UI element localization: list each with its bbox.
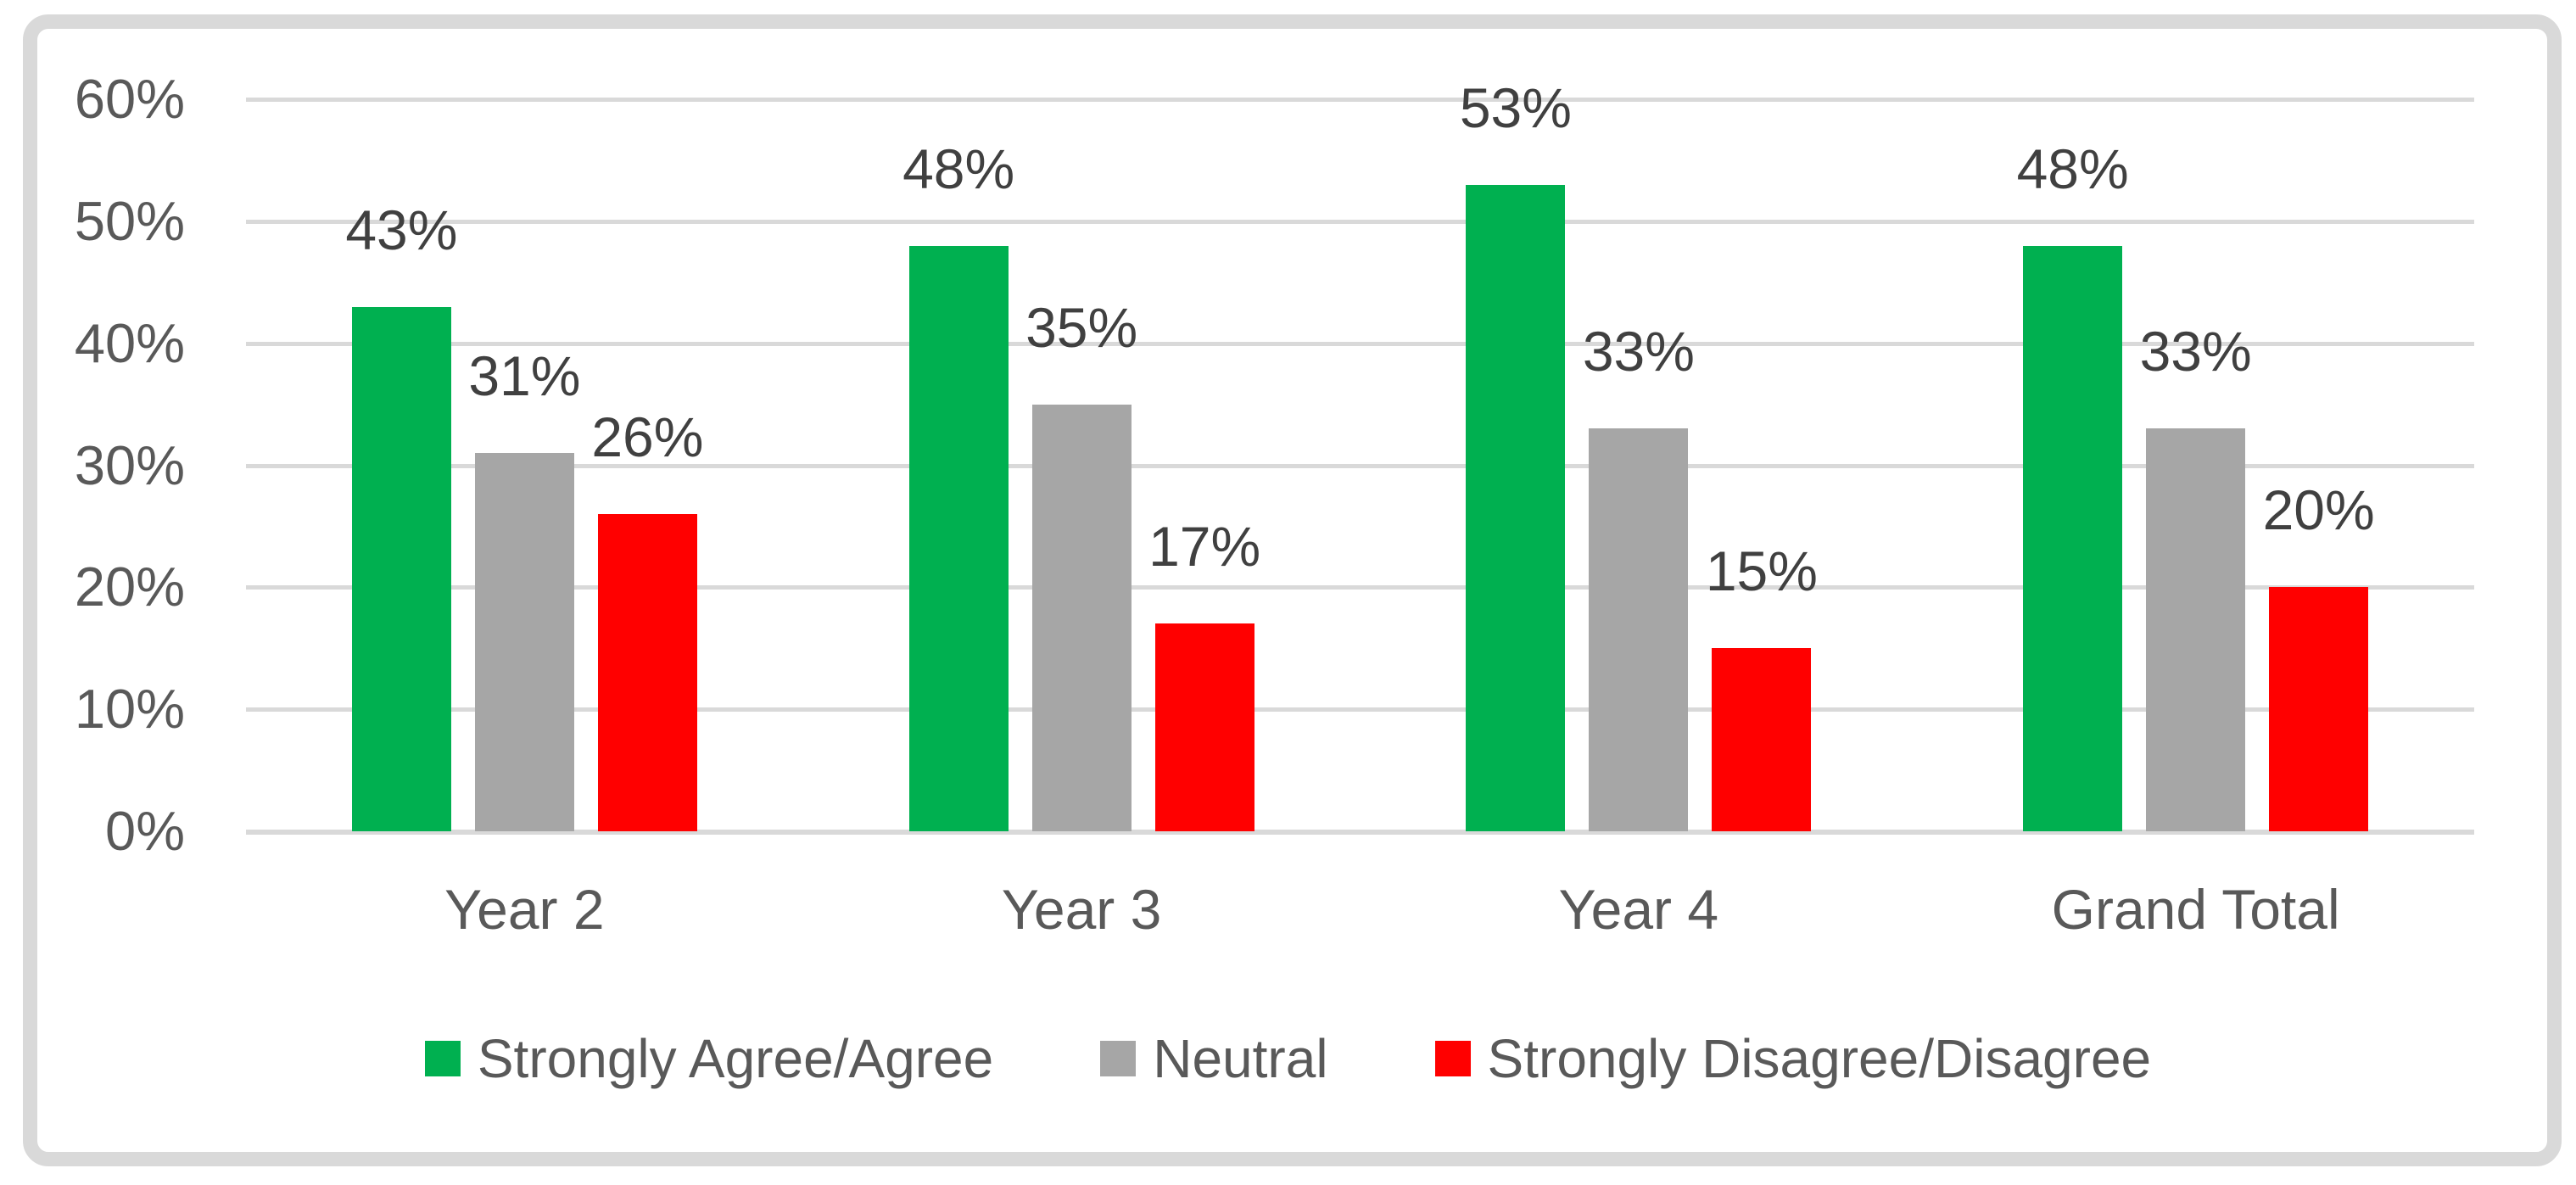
legend-label: Neutral <box>1153 1028 1328 1089</box>
bar-year-3-strongly-disagree-disagree <box>1154 623 1254 831</box>
gridline <box>246 341 2474 346</box>
data-label-year-4-strongly-disagree-disagree: 15% <box>1705 539 1818 603</box>
x-axis-category-label: Grand Total <box>2051 878 2340 941</box>
data-label-year-3-strongly-agree-agree: 48% <box>902 137 1015 200</box>
legend-label: Strongly Agree/Agree <box>477 1028 994 1089</box>
legend-label: Strongly Disagree/Disagree <box>1487 1028 2152 1089</box>
data-label-grand-total-strongly-agree-agree: 48% <box>2016 137 2129 200</box>
bar-year-3-neutral <box>1031 404 1132 831</box>
y-axis-tick-label: 60% <box>74 68 185 130</box>
bar-year-4-neutral <box>1589 428 1689 831</box>
chart-border <box>23 14 2562 1166</box>
gridline <box>246 585 2474 590</box>
data-label-year-4-neutral: 33% <box>1582 320 1695 383</box>
data-label-year-4-strongly-agree-agree: 53% <box>1459 75 1572 139</box>
legend-swatch-strongly-agree-agree <box>424 1041 461 1076</box>
legend-swatch-strongly-disagree-disagree <box>1434 1041 1471 1076</box>
data-label-year-2-strongly-disagree-disagree: 26% <box>591 405 704 469</box>
bar-year-4-strongly-disagree-disagree <box>1712 648 1812 831</box>
data-label-grand-total-neutral: 33% <box>2139 320 2252 383</box>
y-axis-tick-label: 10% <box>74 678 185 741</box>
y-axis-tick-label: 20% <box>74 556 185 618</box>
legend: Strongly Agree/Agree Neutral Strongly Disa… <box>0 1018 2576 1099</box>
data-label-year-3-strongly-disagree-disagree: 17% <box>1148 515 1261 579</box>
y-axis-tick-label: 50% <box>74 189 185 252</box>
bar-year-2-strongly-disagree-disagree <box>597 514 697 831</box>
y-axis-tick-label: 40% <box>74 311 185 374</box>
data-label-grand-total-strongly-disagree-disagree: 20% <box>2262 478 2375 542</box>
bar-grand-total-neutral <box>2146 428 2246 831</box>
legend-item-strongly-disagree-disagree: Strongly Disagree/Disagree <box>1434 1027 2152 1090</box>
bar-year-2-strongly-agree-agree <box>351 306 451 831</box>
y-axis-tick-label: 30% <box>74 433 185 496</box>
x-axis-category-label: Year 3 <box>1001 878 1162 941</box>
data-label-year-2-strongly-agree-agree: 43% <box>345 198 458 261</box>
gridline <box>246 830 2474 835</box>
bar-year-3-strongly-agree-agree <box>908 245 1009 831</box>
x-axis-category-label: Year 4 <box>1558 878 1719 941</box>
legend-item-neutral: Neutral <box>1100 1027 1328 1090</box>
gridline <box>246 219 2474 224</box>
legend-item-strongly-agree-agree: Strongly Agree/Agree <box>424 1027 994 1090</box>
bar-year-2-neutral <box>474 453 574 831</box>
bar-year-4-strongly-agree-agree <box>1466 184 1566 831</box>
gridline <box>246 707 2474 713</box>
data-label-year-2-neutral: 31% <box>468 344 581 408</box>
legend-swatch-neutral <box>1100 1041 1137 1076</box>
data-label-year-3-neutral: 35% <box>1025 295 1138 359</box>
bar-grand-total-strongly-disagree-disagree <box>2269 587 2369 831</box>
bar-grand-total-strongly-agree-agree <box>2023 245 2123 831</box>
y-axis-tick-label: 0% <box>105 800 185 862</box>
x-axis-category-label: Year 2 <box>444 878 605 941</box>
gridline <box>246 463 2474 468</box>
gridline <box>246 98 2474 102</box>
